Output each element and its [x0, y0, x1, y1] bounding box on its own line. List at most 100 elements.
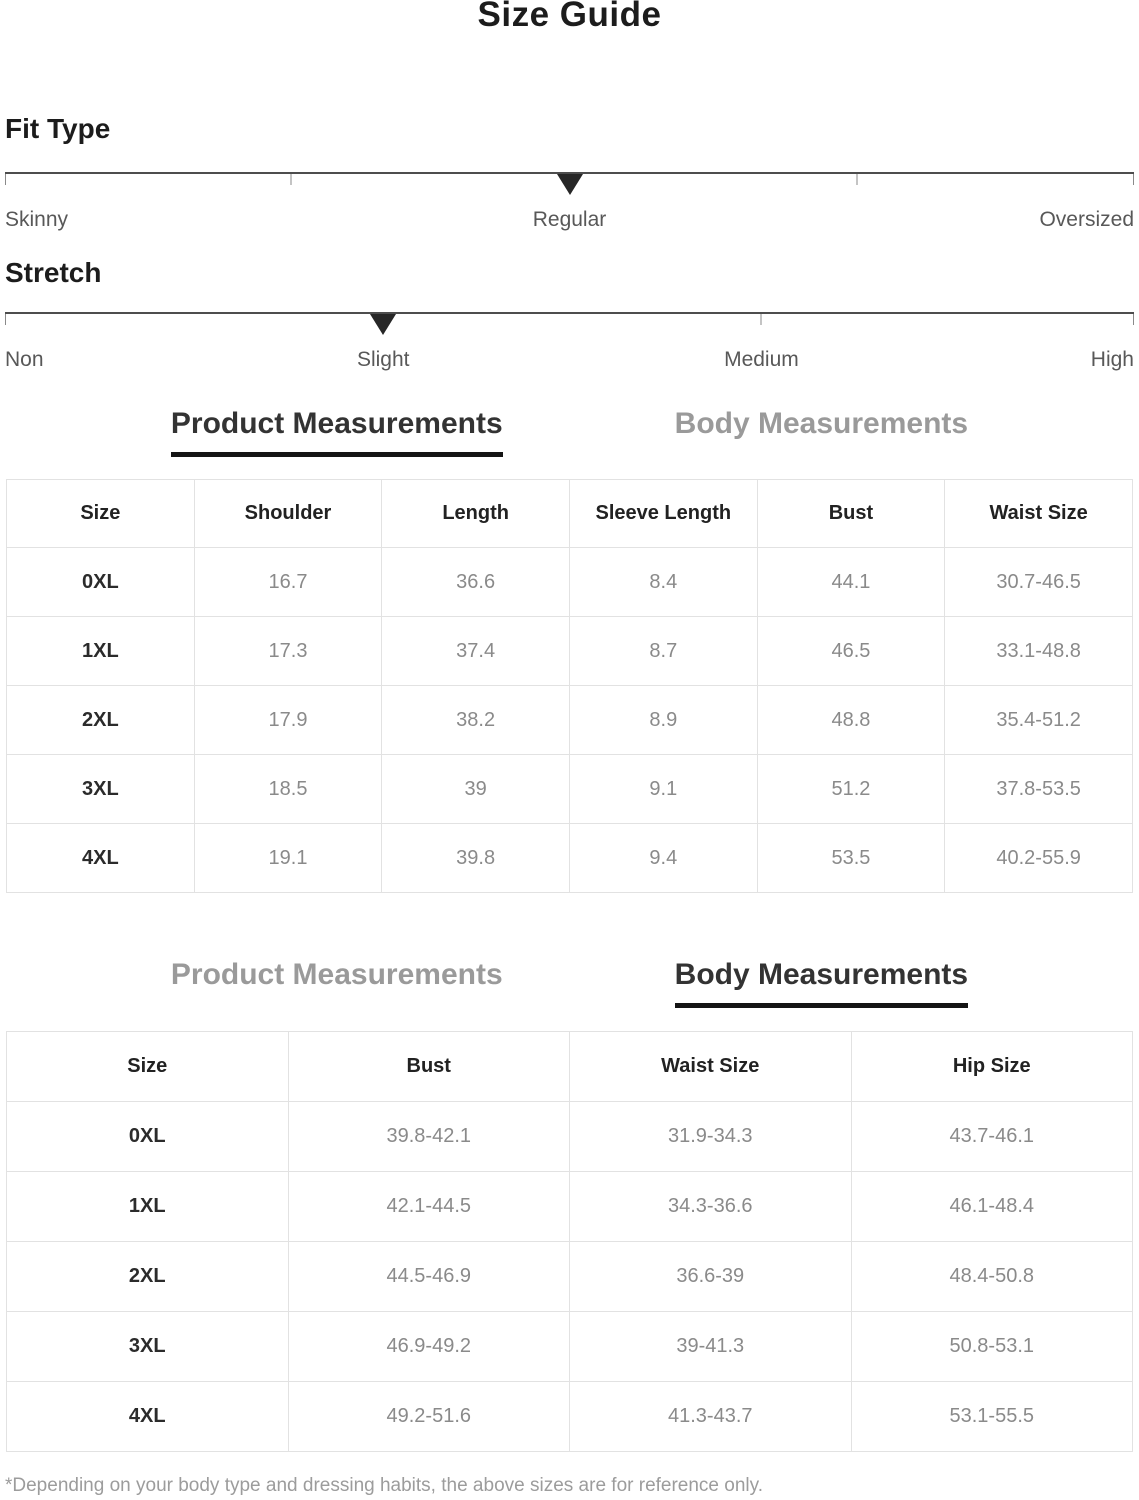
- value-cell: 36.6-39: [569, 1241, 852, 1312]
- value-cell: 18.5: [193, 754, 383, 824]
- tab-product-measurements[interactable]: Product Measurements: [170, 406, 503, 457]
- value-cell: 9.1: [568, 754, 758, 824]
- value-cell: 35.4-51.2: [944, 685, 1133, 755]
- table-row-2xl: 2XL 44.5-46.9 36.6-39 48.4-50.8: [6, 1241, 1133, 1312]
- footer-note: *Depending on your body type and dressin…: [5, 1475, 764, 1496]
- value-cell: 44.5-46.9: [287, 1241, 570, 1312]
- slider-tick: [5, 174, 6, 185]
- value-cell: 53.1-55.5: [850, 1381, 1133, 1452]
- stretch-heading: Stretch: [5, 257, 102, 288]
- slider-label-medium: Medium: [724, 348, 799, 371]
- value-cell: 39-41.3: [569, 1311, 852, 1382]
- size-cell: 4XL: [6, 1381, 289, 1452]
- column-header-length: Length: [381, 479, 570, 548]
- value-cell: 30.7-46.5: [944, 547, 1133, 617]
- slider-track-line: [5, 312, 1134, 314]
- size-cell: 2XL: [6, 685, 195, 755]
- tab-product-measurements[interactable]: Product Measurements: [170, 958, 503, 991]
- value-cell: 41.3-43.7: [569, 1381, 852, 1452]
- value-cell: 50.8-53.1: [850, 1311, 1133, 1382]
- column-header-size: Size: [6, 1031, 289, 1102]
- slider-track-line: [5, 172, 1134, 174]
- slider-tick: [856, 174, 858, 185]
- size-cell: 1XL: [6, 1171, 289, 1242]
- table-row-1xl: 1XL 42.1-44.5 34.3-36.6 46.1-48.4: [6, 1171, 1133, 1242]
- slider-tick: [760, 314, 762, 325]
- value-cell: 16.7: [193, 547, 383, 617]
- value-cell: 46.5: [756, 616, 946, 686]
- page-title: Size Guide: [477, 0, 662, 34]
- value-cell: 48.8: [756, 685, 946, 755]
- value-cell: 34.3-36.6: [569, 1171, 852, 1242]
- slider-tick: [5, 314, 6, 325]
- table-row-2xl: 2XL 17.9 38.2 8.9 48.8 35.4-51.2: [6, 685, 1133, 755]
- value-cell: 37.4: [381, 616, 570, 686]
- measurement-tabs-bottom: Product Measurements Body Measurements: [0, 957, 1139, 1008]
- size-cell: 1XL: [6, 616, 195, 686]
- size-cell: 0XL: [6, 1101, 289, 1172]
- column-header-hip-size: Hip Size: [850, 1031, 1133, 1102]
- fit-type-heading: Fit Type: [5, 113, 111, 144]
- slider-label-high: High: [1090, 348, 1134, 371]
- fit-type-slider: Skinny Regular Oversized: [5, 172, 1134, 236]
- slider-tick: [1133, 174, 1134, 185]
- slider-label-skinny: Skinny: [5, 208, 69, 231]
- column-header-bust: Bust: [287, 1031, 570, 1102]
- slider-label-regular: Regular: [532, 208, 607, 231]
- value-cell: 37.8-53.5: [944, 754, 1133, 824]
- tab-body-measurements[interactable]: Body Measurements: [674, 957, 969, 1008]
- value-cell: 40.2-55.9: [944, 823, 1133, 893]
- slider-label-slight: Slight: [356, 348, 410, 371]
- value-cell: 51.2: [756, 754, 946, 824]
- value-cell: 19.1: [193, 823, 383, 893]
- column-header-size: Size: [6, 479, 195, 548]
- column-header-waist-size: Waist Size: [569, 1031, 852, 1102]
- value-cell: 9.4: [568, 823, 758, 893]
- size-cell: 2XL: [6, 1241, 289, 1312]
- value-cell: 44.1: [756, 547, 946, 617]
- value-cell: 33.1-48.8: [944, 616, 1133, 686]
- slider-marker-triangle-icon: [556, 174, 583, 195]
- column-header-shoulder: Shoulder: [193, 479, 383, 548]
- value-cell: 8.9: [568, 685, 758, 755]
- value-cell: 17.9: [193, 685, 383, 755]
- column-header-sleeve-length: Sleeve Length: [568, 479, 758, 548]
- table-header-row: Size Shoulder Length Sleeve Length Bust Waist…: [6, 479, 1133, 548]
- value-cell: 43.7-46.1: [850, 1101, 1133, 1172]
- table-row-1xl: 1XL 17.3 37.4 8.7 46.5 33.1-48.8: [6, 616, 1133, 686]
- size-cell: 4XL: [6, 823, 195, 893]
- table-row-4xl: 4XL 49.2-51.6 41.3-43.7 53.1-55.5: [6, 1381, 1133, 1452]
- value-cell: 46.9-49.2: [287, 1311, 570, 1382]
- column-header-waist-size: Waist Size: [944, 479, 1133, 548]
- table-row-0xl: 0XL 39.8-42.1 31.9-34.3 43.7-46.1: [6, 1101, 1133, 1172]
- slider-tick: [290, 174, 292, 185]
- table-row-3xl: 3XL 46.9-49.2 39-41.3 50.8-53.1: [6, 1311, 1133, 1382]
- measurement-tabs-top: Product Measurements Body Measurements: [0, 406, 1139, 457]
- slider-label-oversized: Oversized: [1039, 208, 1134, 231]
- column-header-bust: Bust: [756, 479, 946, 548]
- body-measurements-table: Size Bust Waist Size Hip Size 0XL 39.8-42.1 31…: [6, 1031, 1133, 1452]
- slider-marker-triangle-icon: [370, 314, 397, 335]
- value-cell: 49.2-51.6: [287, 1381, 570, 1452]
- value-cell: 46.1-48.4: [850, 1171, 1133, 1242]
- table-row-4xl: 4XL 19.1 39.8 9.4 53.5 40.2-55.9: [6, 823, 1133, 893]
- slider-label-non: Non: [5, 348, 44, 371]
- table-row-0xl: 0XL 16.7 36.6 8.4 44.1 30.7-46.5: [6, 547, 1133, 617]
- value-cell: 17.3: [193, 616, 383, 686]
- value-cell: 31.9-34.3: [569, 1101, 852, 1172]
- value-cell: 8.7: [568, 616, 758, 686]
- table-header-row: Size Bust Waist Size Hip Size: [6, 1031, 1133, 1102]
- value-cell: 36.6: [381, 547, 570, 617]
- value-cell: 39.8: [381, 823, 570, 893]
- size-cell: 3XL: [6, 1311, 289, 1382]
- tab-body-measurements[interactable]: Body Measurements: [674, 407, 969, 440]
- value-cell: 42.1-44.5: [287, 1171, 570, 1242]
- stretch-slider: Non Slight Medium High: [5, 312, 1134, 376]
- table-row-3xl: 3XL 18.5 39 9.1 51.2 37.8-53.5: [6, 754, 1133, 824]
- slider-tick: [1133, 314, 1134, 325]
- size-cell: 0XL: [6, 547, 195, 617]
- value-cell: 39: [381, 754, 570, 824]
- value-cell: 38.2: [381, 685, 570, 755]
- value-cell: 8.4: [568, 547, 758, 617]
